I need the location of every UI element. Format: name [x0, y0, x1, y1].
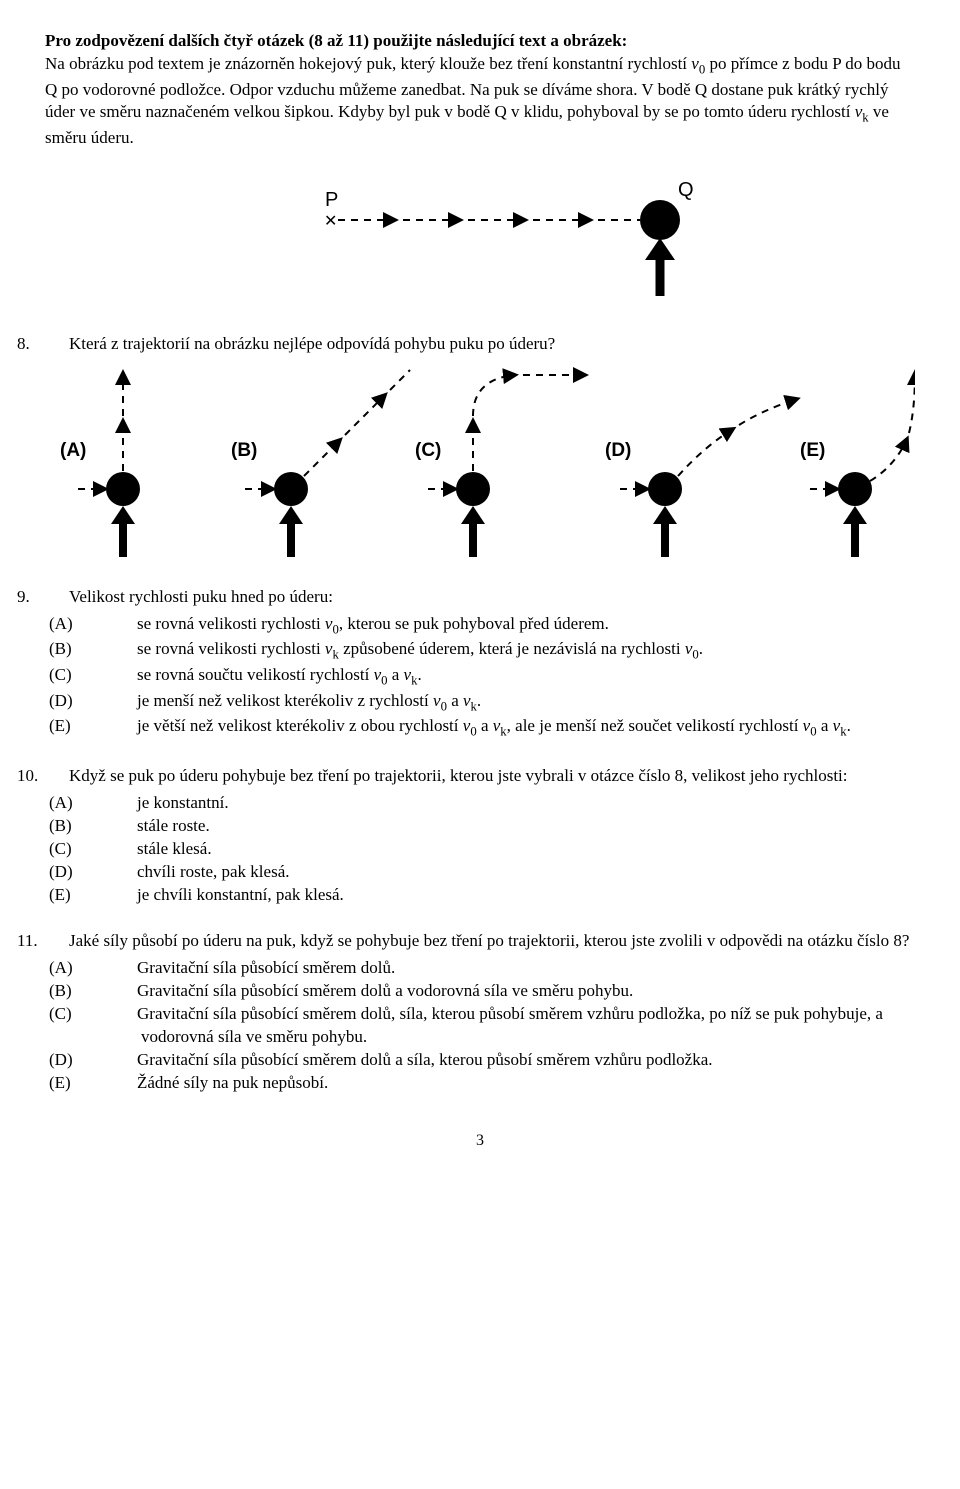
q11-stem: 11.Jaké síly působí po úderu na puk, kdy…	[45, 930, 915, 953]
q10-text: Když se puk po úderu pohybuje bez tření …	[69, 766, 848, 785]
intro-body: Na obrázku pod textem je znázorněn hokej…	[45, 53, 915, 150]
opt-d-label: (D)	[605, 440, 631, 461]
q9-opt-c: (C)se rovná součtu velikostí rychlostí v…	[95, 664, 915, 690]
question-10: 10.Když se puk po úderu pohybuje bez tře…	[45, 765, 915, 907]
page-number: 3	[45, 1130, 915, 1152]
label-q: Q	[678, 179, 694, 201]
opt-e-label: (E)	[800, 440, 825, 461]
label-p: P	[325, 189, 338, 211]
figure-pq: P ✕ Q	[220, 168, 740, 308]
q11-options: (A)Gravitační síla působící směrem dolů.…	[45, 957, 915, 1095]
q11-opt-a: (A)Gravitační síla působící směrem dolů.	[95, 957, 915, 980]
q9-opt-e: (E)je větší než velikost kterékoliv z ob…	[95, 715, 915, 741]
q8-stem: 8.Která z trajektorií na obrázku nejlépe…	[45, 333, 915, 356]
q9-opt-d: (D)je menší než velikost kterékoliv z ry…	[95, 690, 915, 716]
q9-opt-a: (A)se rovná velikosti rychlosti v0, kter…	[95, 613, 915, 639]
figure-options-q8: (A) (B) (C)	[45, 361, 915, 561]
opt-a-fig: (A)	[60, 373, 140, 557]
q10-opt-a: (A)je konstantní.	[95, 792, 915, 815]
q10-opt-b: (B)stále roste.	[95, 815, 915, 838]
opt-c-fig: (C)	[415, 375, 585, 557]
q10-opt-d: (D)chvíli roste, pak klesá.	[95, 861, 915, 884]
intro-bold: Pro zodpovězení dalších čtyř otázek (8 a…	[45, 30, 915, 53]
q10-num: 10.	[45, 765, 69, 788]
opt-e-fig: (E)	[800, 373, 915, 557]
opt-d-fig: (D)	[605, 399, 797, 557]
intro-block: Pro zodpovězení dalších čtyř otázek (8 a…	[45, 30, 915, 150]
opt-a-label: (A)	[60, 440, 86, 461]
q8-num: 8.	[45, 333, 69, 356]
q11-num: 11.	[45, 930, 69, 953]
p-x-mark: ✕	[324, 213, 337, 230]
puck-circle	[640, 200, 680, 240]
opt-b-label: (B)	[231, 440, 257, 461]
q11-opt-e: (E)Žádné síly na puk nepůsobí.	[95, 1072, 915, 1095]
q11-opt-c: (C)Gravitační síla působící směrem dolů,…	[95, 1003, 915, 1049]
q11-opt-b: (B)Gravitační síla působící směrem dolů …	[95, 980, 915, 1003]
opt-b-fig: (B)	[231, 370, 410, 557]
q9-stem: 9.Velikost rychlosti puku hned po úderu:	[45, 586, 915, 609]
q9-text: Velikost rychlosti puku hned po úderu:	[69, 587, 333, 606]
q9-options: (A)se rovná velikosti rychlosti v0, kter…	[45, 613, 915, 741]
q8-text: Která z trajektorií na obrázku nejlépe o…	[69, 334, 555, 353]
q10-opt-c: (C)stále klesá.	[95, 838, 915, 861]
q11-opt-d: (D)Gravitační síla působící směrem dolů …	[95, 1049, 915, 1072]
question-11: 11.Jaké síly působí po úderu na puk, kdy…	[45, 930, 915, 1095]
q10-options: (A)je konstantní. (B)stále roste. (C)stá…	[45, 792, 915, 907]
question-8: 8.Která z trajektorií na obrázku nejlépe…	[45, 333, 915, 561]
q10-stem: 10.Když se puk po úderu pohybuje bez tře…	[45, 765, 915, 788]
q9-num: 9.	[45, 586, 69, 609]
q11-text: Jaké síly působí po úderu na puk, když s…	[69, 931, 909, 950]
q9-opt-b: (B)se rovná velikosti rychlosti vk způso…	[95, 638, 915, 664]
opt-c-label: (C)	[415, 440, 441, 461]
question-9: 9.Velikost rychlosti puku hned po úderu:…	[45, 586, 915, 741]
q10-opt-e: (E)je chvíli konstantní, pak klesá.	[95, 884, 915, 907]
